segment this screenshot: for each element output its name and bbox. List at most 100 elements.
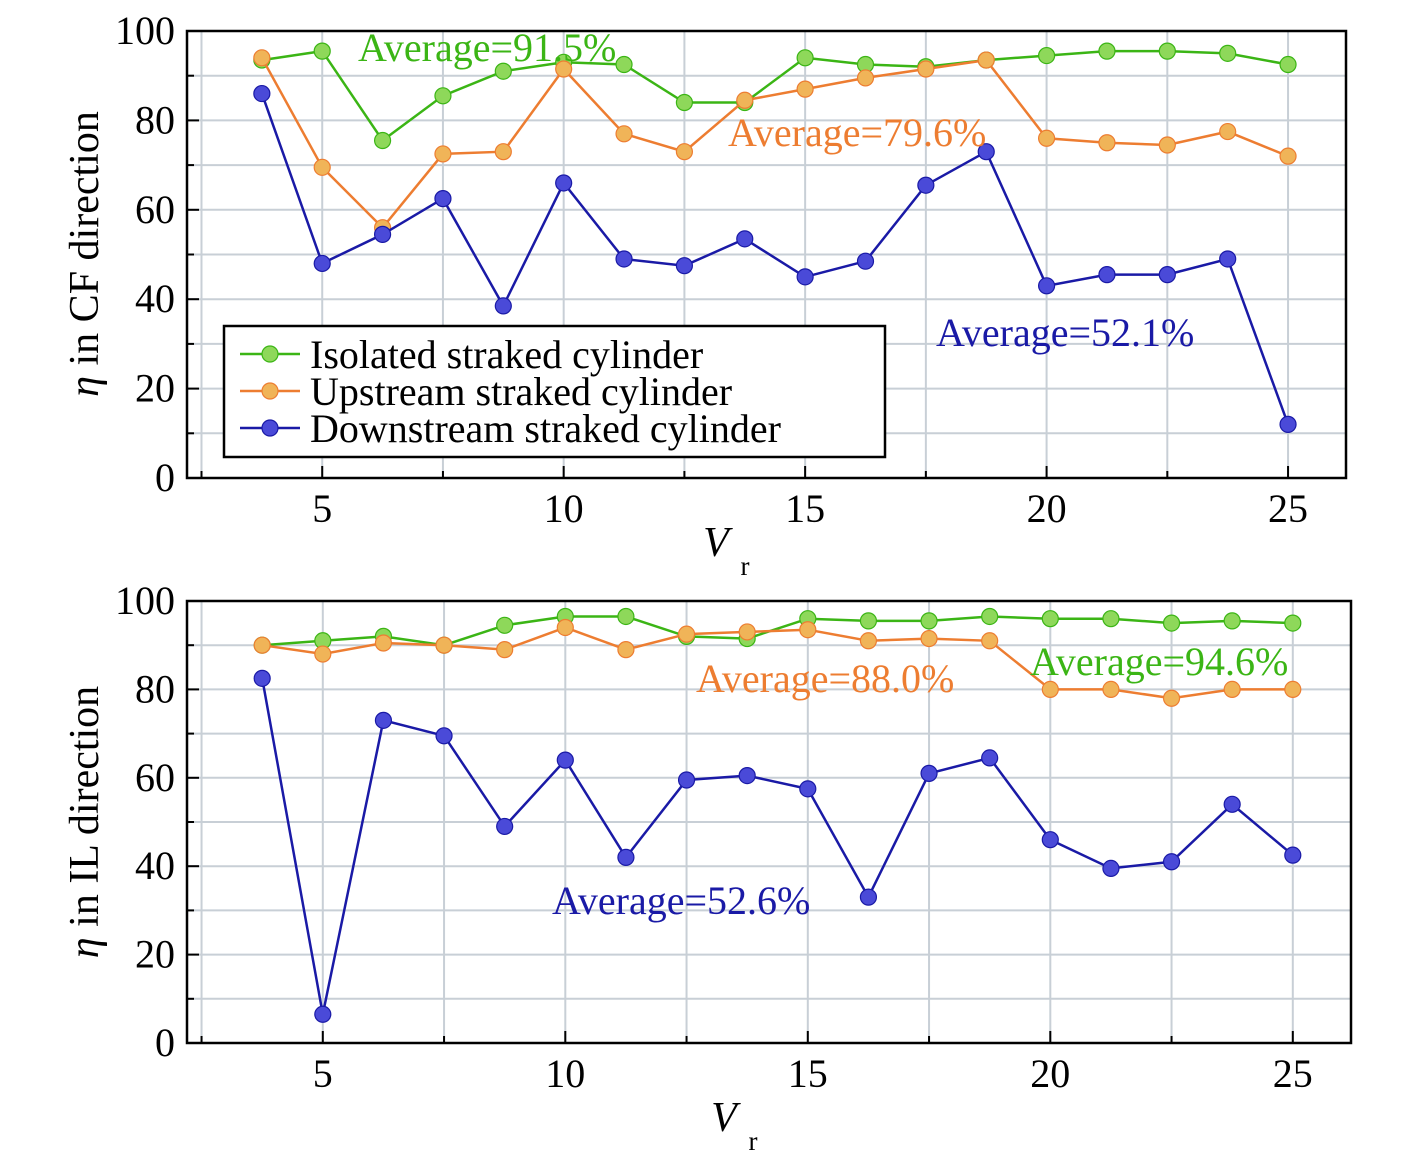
data-point-downstream xyxy=(920,764,938,782)
data-point-isolated xyxy=(1041,610,1059,628)
data-point-upstream xyxy=(859,632,878,650)
data-point-downstream xyxy=(677,771,696,789)
legend-label-upstream: Upstream straked cylinder xyxy=(310,369,732,414)
data-point-upstream xyxy=(738,623,756,641)
data-point-isolated xyxy=(1279,55,1297,74)
data-point-upstream xyxy=(1041,680,1059,699)
x-tick-label: 10 xyxy=(545,1051,585,1096)
data-point-isolated xyxy=(1223,612,1241,630)
data-point-upstream xyxy=(494,143,512,161)
data-point-upstream xyxy=(555,60,573,78)
data-point-upstream xyxy=(736,91,754,109)
series-line-downstream xyxy=(260,678,1294,1015)
legend-marker-isolated xyxy=(261,345,279,363)
annotation-average-upstream: Average=88.0% xyxy=(696,656,954,701)
y-axis-label: η in IL direction xyxy=(62,686,108,958)
data-point-upstream xyxy=(313,158,331,176)
data-point-isolated xyxy=(796,49,814,67)
data-point-isolated xyxy=(615,55,633,74)
data-point-downstream xyxy=(738,766,756,785)
x-axis-label: V xyxy=(703,520,733,566)
data-point-downstream xyxy=(796,268,814,286)
data-point-downstream xyxy=(799,780,817,798)
y-tick-label: 60 xyxy=(135,755,175,800)
data-point-downstream xyxy=(917,176,935,194)
data-point-downstream xyxy=(435,727,453,745)
data-point-upstream xyxy=(1223,680,1241,699)
data-point-downstream xyxy=(736,230,754,248)
x-tick-label: 5 xyxy=(312,486,332,531)
x-tick-label: 15 xyxy=(785,486,825,531)
legend-box xyxy=(222,324,887,459)
data-point-downstream xyxy=(253,669,271,687)
data-point-isolated xyxy=(1102,610,1120,628)
data-point-downstream xyxy=(374,711,393,729)
legend-marker-upstream xyxy=(261,382,279,400)
data-point-downstream xyxy=(1223,795,1241,813)
data-point-downstream xyxy=(1041,831,1059,849)
data-point-isolated xyxy=(494,62,512,80)
series-line-isolated xyxy=(261,49,1289,143)
legend-label-downstream: Downstream straked cylinder xyxy=(310,406,781,451)
series-line-upstream xyxy=(260,57,1289,230)
annotation-average-downstream: Average=52.1% xyxy=(936,310,1194,355)
data-point-upstream xyxy=(981,632,999,650)
y-tick-label: 40 xyxy=(135,843,175,888)
x-tick-label: 25 xyxy=(1273,1051,1313,1096)
y-tick-label: 80 xyxy=(135,97,175,142)
legend-label-isolated: Isolated straked cylinder xyxy=(310,332,703,377)
data-point-upstream xyxy=(434,145,452,163)
data-point-upstream xyxy=(796,80,814,98)
data-point-downstream xyxy=(434,190,452,208)
data-point-upstream xyxy=(435,636,453,654)
data-point-downstream xyxy=(496,817,514,836)
data-point-downstream xyxy=(494,297,512,315)
annotation-average-downstream: Average=52.6% xyxy=(552,878,810,923)
x-axis-label: V xyxy=(711,1095,741,1141)
x-tick-label: 15 xyxy=(788,1051,828,1096)
legend-item-isolated: Isolated straked cylinder xyxy=(240,332,703,377)
data-point-downstream xyxy=(253,84,271,103)
data-point-isolated xyxy=(1158,42,1176,60)
legend-item-downstream: Downstream straked cylinder xyxy=(240,406,781,451)
data-point-isolated xyxy=(1219,44,1237,62)
data-point-upstream xyxy=(1279,147,1297,165)
data-point-upstream xyxy=(1102,680,1120,699)
data-point-isolated xyxy=(1037,46,1056,65)
data-point-upstream xyxy=(1037,129,1056,147)
plot-frame xyxy=(185,599,1353,1045)
data-point-upstream xyxy=(253,636,271,654)
data-point-downstream xyxy=(1162,853,1181,871)
data-point-downstream xyxy=(675,257,694,275)
data-point-downstream xyxy=(1279,415,1297,433)
data-point-upstream xyxy=(675,143,694,161)
data-point-downstream xyxy=(373,225,392,243)
data-point-upstream xyxy=(856,69,875,87)
panel-cf: 5 10 15 20 25 0 20 40 60 80 100 V r η in CF direct… xyxy=(62,8,1348,581)
y-tick-label: 60 xyxy=(135,187,175,232)
tick-labels: 5 10 15 20 25 0 20 40 60 80 100 xyxy=(115,578,1313,1096)
x-axis-label-subscript: r xyxy=(749,1126,758,1156)
panel-il: 5 10 15 20 25 0 20 40 60 80 100 V r η in IL direct… xyxy=(62,578,1353,1156)
data-point-isolated xyxy=(1162,614,1181,632)
data-point-downstream xyxy=(977,143,995,161)
y-axis-label: η in CF direction xyxy=(62,111,108,397)
x-tick-label: 20 xyxy=(1027,486,1067,531)
annotation-average-isolated: Average=91.5% xyxy=(358,25,616,70)
series-line-downstream xyxy=(260,93,1290,425)
y-tick-label: 0 xyxy=(155,1020,175,1065)
plot-frame xyxy=(185,29,1348,480)
y-tick-label: 0 xyxy=(155,455,175,500)
data-point-downstream xyxy=(617,848,635,866)
data-point-downstream xyxy=(1098,266,1116,284)
legend-item-upstream: Upstream straked cylinder xyxy=(240,369,732,414)
x-tick-label: 25 xyxy=(1268,486,1308,531)
y-tick-label: 80 xyxy=(135,666,175,711)
data-point-upstream xyxy=(1098,134,1116,152)
data-point-upstream xyxy=(615,125,633,143)
axis-ticks xyxy=(187,600,1294,1044)
data-point-isolated xyxy=(434,87,452,105)
data-point-downstream xyxy=(615,250,633,268)
data-point-downstream xyxy=(859,888,878,906)
